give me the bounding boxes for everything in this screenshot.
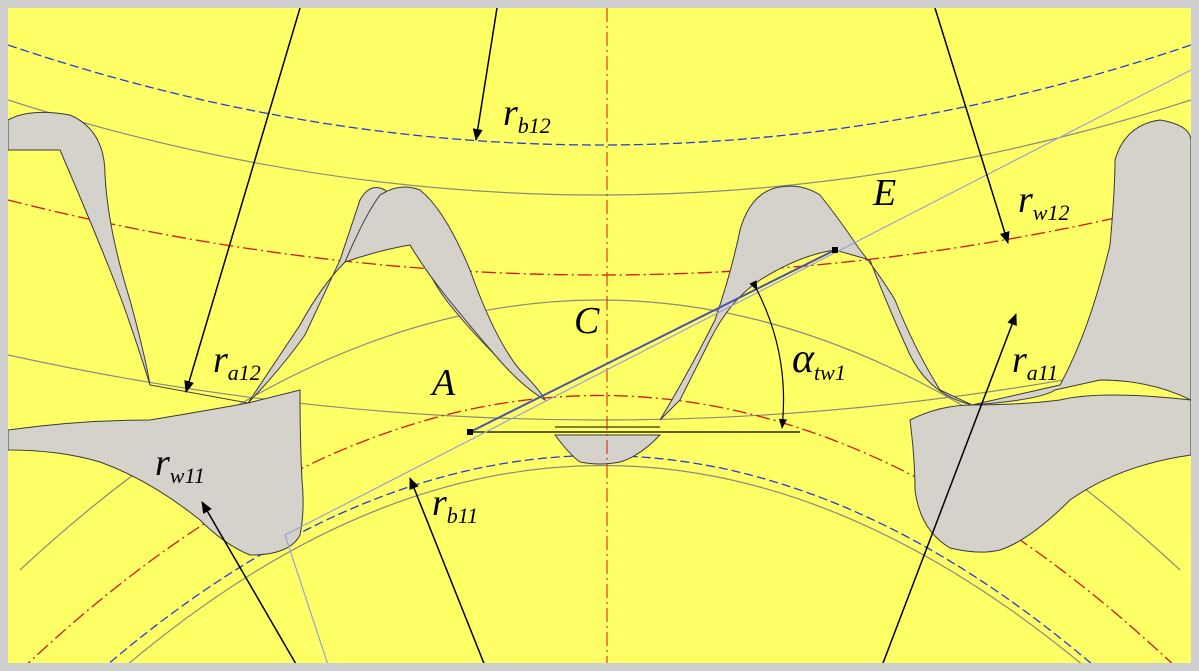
arrow-ra12 — [184, 8, 301, 393]
line-of-action-lower-tail — [284, 534, 328, 663]
upper-gear-tooth-right — [659, 119, 1191, 421]
lower-gear-root-circle — [128, 465, 1082, 663]
arrow-rb11 — [409, 477, 485, 663]
arrow-ra11 — [882, 313, 1017, 663]
label-point-A: A — [429, 362, 456, 404]
arrow-rw12 — [934, 8, 1010, 244]
label-rw12: rw12 — [1018, 179, 1069, 225]
upper-gear-addendum-circle — [8, 354, 1191, 421]
label-rw11: rw11 — [155, 442, 205, 488]
pressure-angle-arc — [749, 280, 787, 429]
line-of-action-active-segment — [469, 249, 836, 433]
label-ra12: ra12 — [213, 339, 261, 385]
upper-gear-root-circle — [8, 99, 1191, 196]
lower-gear-tooth-left — [8, 389, 304, 556]
upper-gear-tooth-center — [344, 186, 547, 402]
label-ra11: ra11 — [1012, 339, 1058, 385]
upper-gear-tooth-left — [8, 111, 501, 404]
label-point-C: C — [574, 300, 600, 342]
label-rb11: rb11 — [432, 482, 478, 528]
upper-pitch-circle — [8, 199, 1191, 276]
upper-base-circle — [8, 44, 1191, 146]
arrow-rw11 — [201, 501, 297, 663]
label-point-E: E — [872, 172, 896, 214]
lower-gear-tooth-right — [909, 394, 1191, 553]
label-rb12: rb12 — [503, 92, 551, 138]
lower-base-circle — [108, 455, 1092, 663]
arrow-rb12 — [472, 8, 498, 141]
line-of-action — [284, 69, 1191, 536]
label-alpha-tw1: αtw1 — [792, 336, 846, 385]
point-E-marker — [832, 247, 838, 253]
point-A-marker — [467, 429, 473, 435]
